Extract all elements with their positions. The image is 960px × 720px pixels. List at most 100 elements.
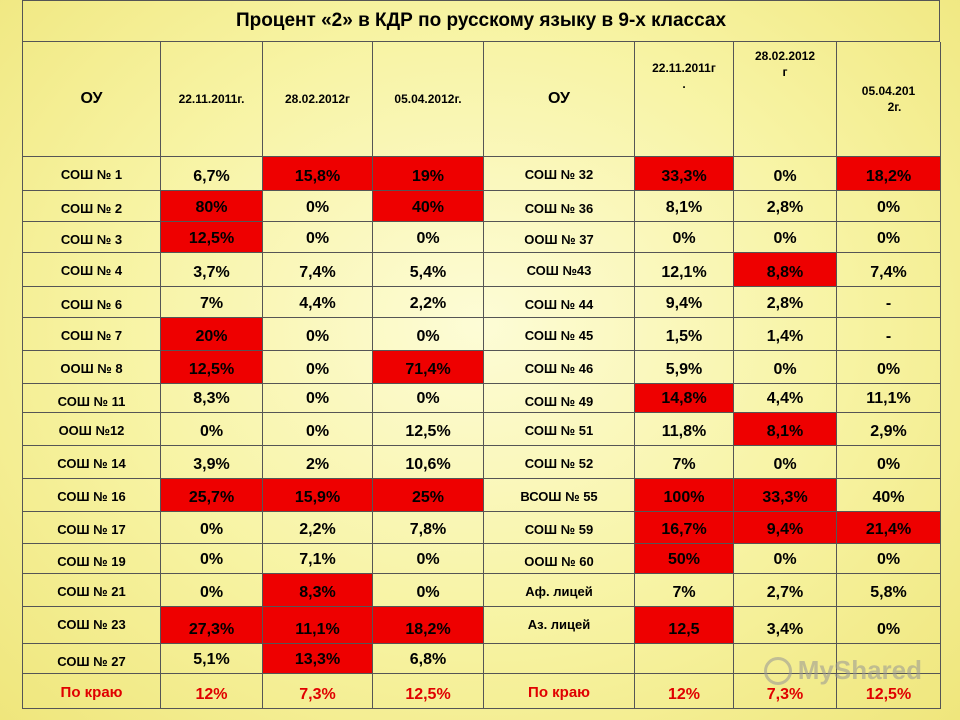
percent-cell-left-3: 5,4% (373, 253, 484, 287)
percent-cell-right-1: 9,4% (635, 287, 734, 318)
percent-cell-right-3: 0% (837, 351, 941, 384)
header-ou-left: ОУ (23, 42, 161, 157)
percent-cell-right-2: 9,4% (734, 512, 837, 544)
header-date3-right-line1: 05.04.201 (861, 83, 916, 98)
percent-cell-left-3: 18,2% (373, 607, 484, 644)
school-name-left: СОШ № 3 (23, 222, 161, 253)
percent-cell-left-1: 0% (161, 544, 263, 574)
percent-cell-left-3: 0% (373, 222, 484, 253)
percent-cell-right-2 (734, 644, 837, 674)
percent-cell-right-2: 0% (734, 222, 837, 253)
school-name-left: ООШ №12 (23, 413, 161, 446)
header-date1-left: 22.11.2011г. (161, 42, 263, 157)
school-name-right: СОШ №43 (484, 253, 635, 287)
percent-cell-left-3: 19% (373, 157, 484, 191)
percent-cell-right-1: 12,5 (635, 607, 734, 644)
percent-cell-right-3: 21,4% (837, 512, 941, 544)
percent-cell-left-2: 0% (263, 351, 373, 384)
percent-cell-left-2: 0% (263, 191, 373, 222)
percent-cell-left-2: 15,9% (263, 479, 373, 512)
school-name-right: СОШ № 45 (484, 318, 635, 351)
percent-cell-right-1 (635, 644, 734, 674)
percent-cell-left-2: 7,1% (263, 544, 373, 574)
percent-cell-left-1: 7% (161, 287, 263, 318)
school-name-left: СОШ № 14 (23, 446, 161, 479)
percent-cell-right-2: 8,1% (734, 413, 837, 446)
school-name-left: СОШ № 6 (23, 287, 161, 318)
percent-cell-right-1: 8,1% (635, 191, 734, 222)
school-name-left: СОШ № 17 (23, 512, 161, 544)
percent-cell-right-2: 0% (734, 544, 837, 574)
percent-cell-left-2: 2,2% (263, 512, 373, 544)
percent-cell-right-1: 0% (635, 222, 734, 253)
percent-cell-left-2: 13,3% (263, 644, 373, 674)
school-name-right: Аф. лицей (484, 574, 635, 607)
percent-cell-left-1: 80% (161, 191, 263, 222)
percent-cell-right-1: 33,3% (635, 157, 734, 191)
total-value-right-2: 7,3% (734, 674, 837, 709)
percent-cell-left-1: 20% (161, 318, 263, 351)
percent-cell-right-3: - (837, 318, 941, 351)
percent-cell-right-1: 50% (635, 544, 734, 574)
school-name-right (484, 644, 635, 674)
table-grid: ОУ 22.11.2011г. 28.02.2012 г 05.04.2012г.… (22, 41, 941, 709)
school-name-left: СОШ № 4 (23, 253, 161, 287)
school-name-left: СОШ № 2 (23, 191, 161, 222)
percent-cell-left-1: 25,7% (161, 479, 263, 512)
percent-cell-right-2: 8,8% (734, 253, 837, 287)
school-name-right: ООШ № 60 (484, 544, 635, 574)
header-date3-left: 05.04.2012г. (373, 42, 484, 157)
total-value-left-2: 7,3% (263, 674, 373, 709)
percent-cell-left-1: 12,5% (161, 222, 263, 253)
percent-cell-left-2: 15,8% (263, 157, 373, 191)
percent-cell-left-2: 0% (263, 413, 373, 446)
total-label-left: По краю (23, 674, 161, 709)
school-name-left: СОШ № 19 (23, 544, 161, 574)
percent-cell-left-3: 40% (373, 191, 484, 222)
percent-cell-left-1: 3,7% (161, 253, 263, 287)
percent-cell-right-1: 16,7% (635, 512, 734, 544)
header-date3-right: 05.04.201 2г. (837, 42, 941, 157)
percent-cell-left-3: 12,5% (373, 413, 484, 446)
header-date2-right-line2: г (782, 65, 788, 80)
percent-cell-left-2: 4,4% (263, 287, 373, 318)
percent-cell-right-2: 4,4% (734, 384, 837, 413)
total-value-left-1: 12% (161, 674, 263, 709)
percent-cell-left-1: 0% (161, 512, 263, 544)
percent-cell-right-3: 5,8% (837, 574, 941, 607)
percent-cell-right-3: 0% (837, 222, 941, 253)
header-date1-right: 22.11.2011г . (635, 42, 734, 157)
school-name-right: СОШ № 59 (484, 512, 635, 544)
percent-cell-right-1: 14,8% (635, 384, 734, 413)
school-name-right: СОШ № 36 (484, 191, 635, 222)
percent-cell-left-3: 25% (373, 479, 484, 512)
percent-cell-left-3: 0% (373, 544, 484, 574)
percent-cell-right-2: 2,7% (734, 574, 837, 607)
school-name-right: ВСОШ № 55 (484, 479, 635, 512)
percent-cell-right-2: 2,8% (734, 287, 837, 318)
percent-cell-left-3: 2,2% (373, 287, 484, 318)
percent-cell-right-3: 11,1% (837, 384, 941, 413)
results-table: Процент «2» в КДР по русскому языку в 9-… (22, 0, 941, 709)
percent-cell-left-1: 12,5% (161, 351, 263, 384)
percent-cell-right-3: 7,4% (837, 253, 941, 287)
percent-cell-left-3: 0% (373, 574, 484, 607)
header-date2-right-line1: 28.02.2012 (754, 49, 816, 63)
percent-cell-left-2: 2% (263, 446, 373, 479)
total-value-right-1: 12% (635, 674, 734, 709)
percent-cell-left-3: 10,6% (373, 446, 484, 479)
percent-cell-right-1: 5,9% (635, 351, 734, 384)
school-name-right: СОШ № 44 (484, 287, 635, 318)
percent-cell-left-1: 6,7% (161, 157, 263, 191)
percent-cell-right-1: 12,1% (635, 253, 734, 287)
school-name-left: СОШ № 7 (23, 318, 161, 351)
school-name-left: СОШ № 11 (23, 384, 161, 413)
percent-cell-right-3: 18,2% (837, 157, 941, 191)
school-name-left: СОШ № 27 (23, 644, 161, 674)
percent-cell-left-2: 0% (263, 384, 373, 413)
percent-cell-right-2: 2,8% (734, 191, 837, 222)
percent-cell-right-3: 0% (837, 191, 941, 222)
total-label-right: По краю (484, 674, 635, 709)
percent-cell-left-1: 27,3% (161, 607, 263, 644)
percent-cell-right-1: 100% (635, 479, 734, 512)
